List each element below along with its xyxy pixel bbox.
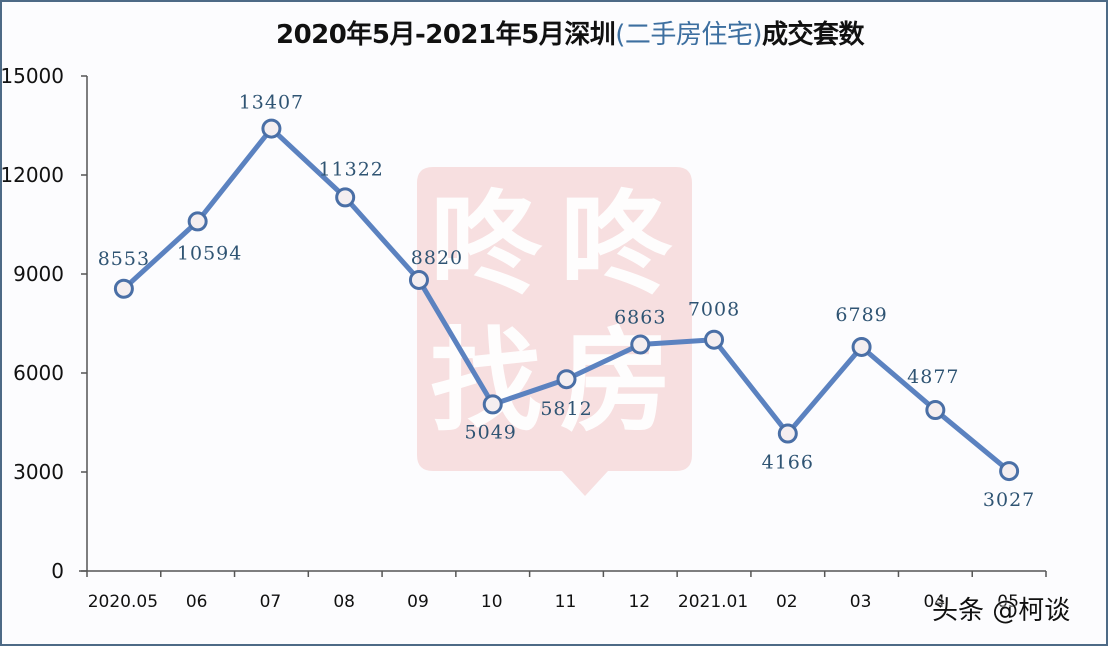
data-point-marker: [408, 269, 429, 290]
x-tick-label: 12: [628, 592, 650, 612]
data-label: 4166: [762, 452, 814, 474]
data-label: 10594: [177, 242, 242, 264]
watermark-char: 咚: [560, 180, 673, 310]
data-label: 5049: [465, 421, 517, 443]
data-label: 3027: [983, 489, 1035, 511]
x-tick-label: 2020.05: [88, 592, 158, 612]
watermark-badge: [417, 167, 692, 496]
y-tick-label: 9000: [13, 262, 64, 286]
y-tick-label: 0: [51, 559, 64, 583]
x-tick-label: 02: [776, 592, 798, 612]
x-tick-label: 03: [850, 592, 872, 612]
watermark-char: 房: [560, 317, 672, 447]
data-point-marker: [187, 211, 208, 232]
x-tick-label: 07: [260, 592, 282, 612]
watermark-char: 咚: [430, 180, 543, 310]
data-label: 4877: [907, 366, 959, 388]
chart-title-suffix: 成交套数: [762, 20, 865, 50]
series-line: [113, 118, 1020, 482]
watermark-char: 找: [430, 317, 542, 447]
data-label: 7008: [688, 299, 740, 321]
watermark-logo: 咚咚找房: [417, 167, 692, 496]
x-tick-label: 08: [333, 592, 355, 612]
y-tick-label: 6000: [13, 361, 64, 385]
data-point-marker: [999, 461, 1020, 482]
data-point-marker: [777, 423, 798, 444]
x-tick-label: 11: [555, 592, 577, 612]
data-point-marker: [113, 278, 134, 299]
data-label: 6863: [614, 307, 666, 329]
data-label: 8820: [411, 247, 463, 269]
x-tick-label: 10: [481, 592, 503, 612]
data-point-marker: [851, 336, 872, 357]
data-label: 6789: [835, 304, 887, 326]
x-tick-label: 2021.01: [678, 592, 748, 612]
data-label: 13407: [239, 92, 304, 114]
data-point-marker: [482, 394, 503, 415]
data-point-marker: [261, 118, 282, 139]
data-point-marker: [335, 187, 356, 208]
chart-title-accent: (二手房住宅): [615, 20, 762, 50]
y-tick-label: 3000: [13, 460, 64, 484]
data-point-marker: [556, 369, 577, 390]
y-tick-label: 15000: [0, 64, 64, 88]
x-tick-label: 04: [924, 592, 946, 612]
chart-title-prefix: 2020年5月-2021年5月深圳: [276, 20, 616, 50]
credit-watermark: 头条 @柯谈: [932, 596, 1071, 626]
data-point-marker: [925, 400, 946, 421]
data-label: 5812: [540, 398, 592, 420]
data-label: 11322: [318, 158, 383, 180]
x-tick-label: 06: [186, 592, 208, 612]
x-tick-label: 05: [997, 592, 1019, 612]
data-point-marker: [704, 329, 725, 350]
data-label: 8553: [98, 248, 150, 270]
data-point-marker: [630, 334, 651, 355]
x-tick-label: 09: [407, 592, 429, 612]
y-tick-label: 12000: [0, 163, 64, 187]
chart-title: 2020年5月-2021年5月深圳(二手房住宅)成交套数: [276, 14, 865, 51]
data-labels: 8553 10594 13407 11322 8820 5049 5812 6863 7008 4…: [98, 92, 1035, 512]
axes: 0 3000 6000 9000 12000 15000 2020.05 06 07 08 09 10…: [0, 64, 1047, 612]
